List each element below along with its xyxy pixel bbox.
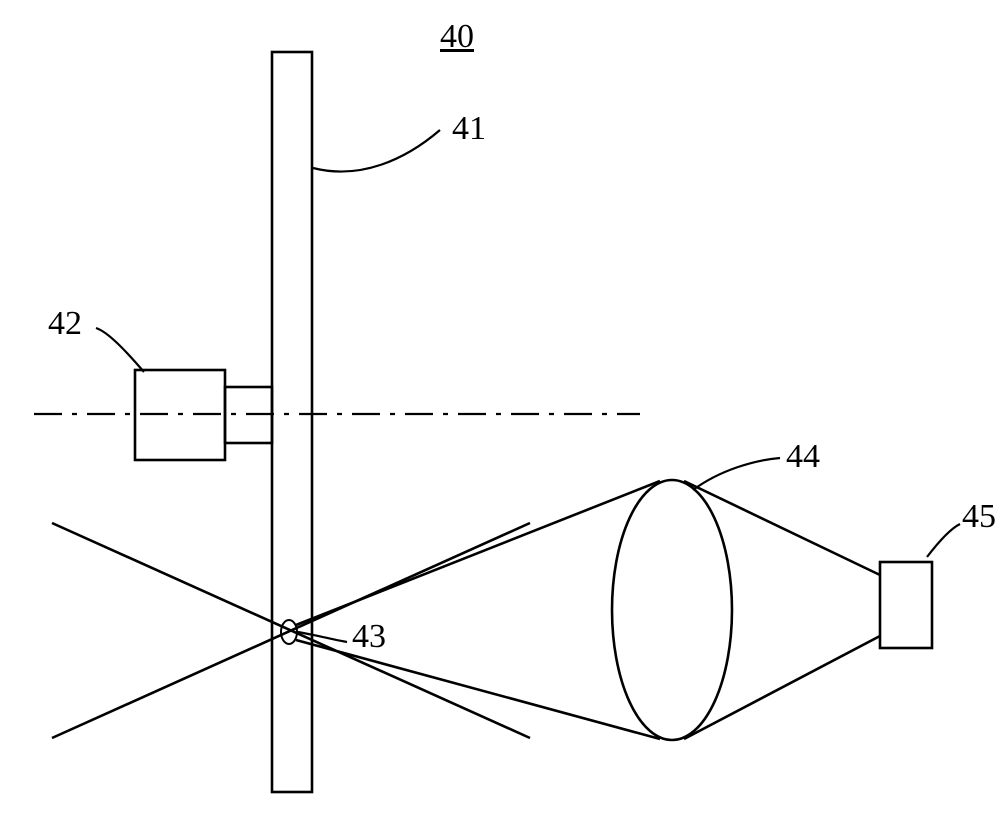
conv-top	[684, 481, 880, 575]
leader-44	[693, 458, 780, 490]
diagram-svg	[0, 0, 1000, 828]
diagram-canvas: 40 41 42 43 44 45	[0, 0, 1000, 828]
vertical-bar-41	[272, 52, 312, 792]
label-44: 44	[786, 438, 820, 476]
leader-42	[96, 328, 144, 372]
lens-44	[612, 480, 732, 740]
ray-bottom	[296, 640, 660, 739]
leader-45	[927, 524, 960, 557]
label-43: 43	[352, 618, 386, 656]
label-41: 41	[452, 110, 486, 148]
detector-45	[880, 562, 932, 648]
ray-top	[296, 481, 660, 625]
label-42: 42	[48, 305, 82, 343]
figure-title: 40	[440, 18, 474, 56]
label-45: 45	[962, 498, 996, 536]
leader-41	[313, 130, 440, 172]
conv-bottom	[684, 636, 880, 739]
